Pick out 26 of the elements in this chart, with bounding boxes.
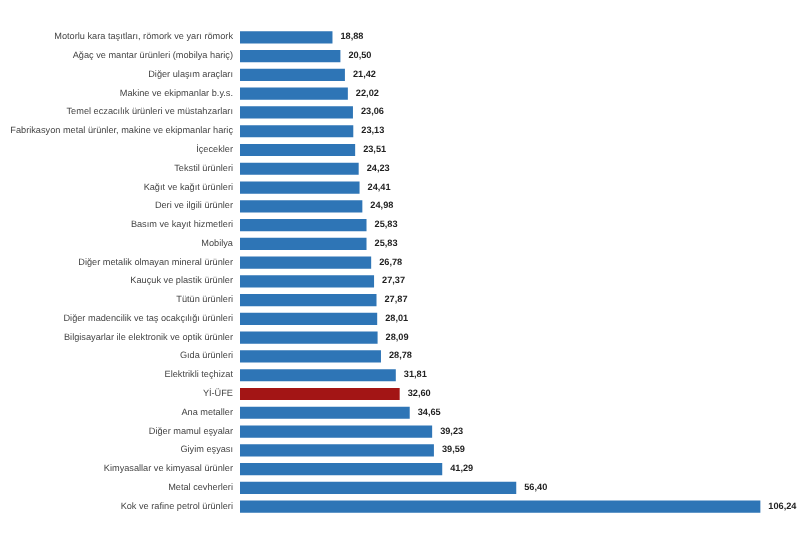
- bar: [240, 68, 345, 82]
- bar: [240, 406, 410, 419]
- bar: [240, 425, 433, 438]
- bar: [240, 50, 341, 63]
- bar: [240, 481, 517, 494]
- bar: [240, 387, 400, 401]
- bar: [240, 500, 761, 513]
- bar: [240, 31, 333, 44]
- bar: [240, 200, 363, 213]
- bar: [240, 125, 354, 138]
- bar: [240, 106, 353, 119]
- bar: [240, 275, 375, 288]
- bar: [240, 162, 359, 175]
- bar: [240, 181, 360, 194]
- bar: [240, 237, 367, 250]
- bar: [240, 444, 434, 457]
- bar: [240, 331, 378, 344]
- bar: [240, 218, 367, 232]
- bar: [240, 87, 348, 100]
- bar: [240, 143, 356, 157]
- bar: [240, 294, 377, 307]
- bar: [240, 350, 381, 363]
- bar: [240, 462, 443, 476]
- bar: [240, 312, 378, 326]
- bar: [240, 256, 372, 269]
- bar: [240, 369, 396, 382]
